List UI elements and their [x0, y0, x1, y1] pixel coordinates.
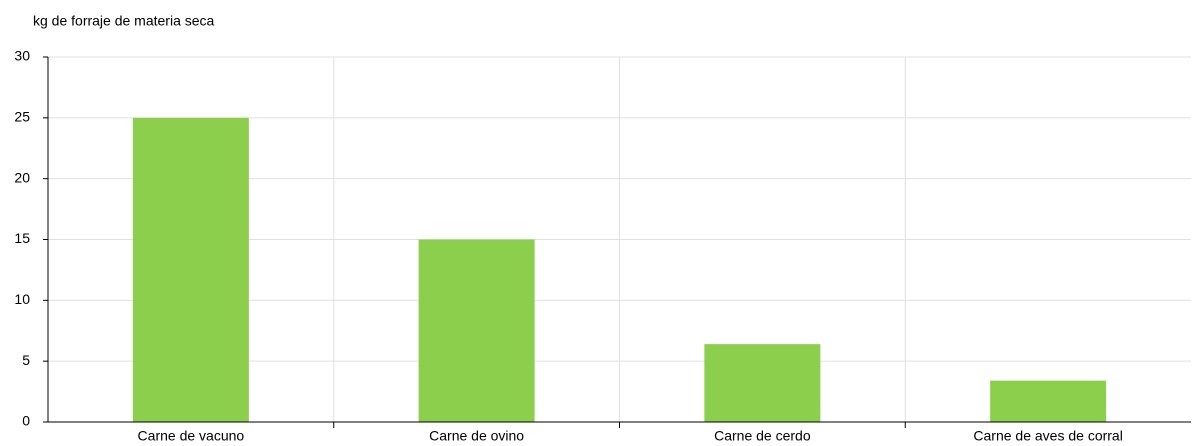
bar	[990, 380, 1107, 422]
y-tick-label: 10	[14, 291, 30, 307]
x-tick-label: Carne de ovino	[429, 428, 524, 444]
y-tick-label: 20	[14, 169, 30, 185]
y-tick-label: 5	[22, 352, 30, 368]
bar	[418, 239, 535, 422]
y-axis-title: kg de forraje de materia seca	[33, 13, 215, 29]
bar	[704, 344, 821, 422]
x-tick-label: Carne de cerdo	[714, 428, 811, 444]
x-tick-label: Carne de vacuno	[138, 428, 245, 444]
y-tick-label: 0	[22, 413, 30, 429]
y-tick-label: 25	[14, 109, 30, 125]
y-tick-label: 30	[14, 48, 30, 64]
bar	[132, 117, 249, 422]
y-tick-label: 15	[14, 230, 30, 246]
x-tick-label: Carne de aves de corral	[973, 428, 1122, 444]
